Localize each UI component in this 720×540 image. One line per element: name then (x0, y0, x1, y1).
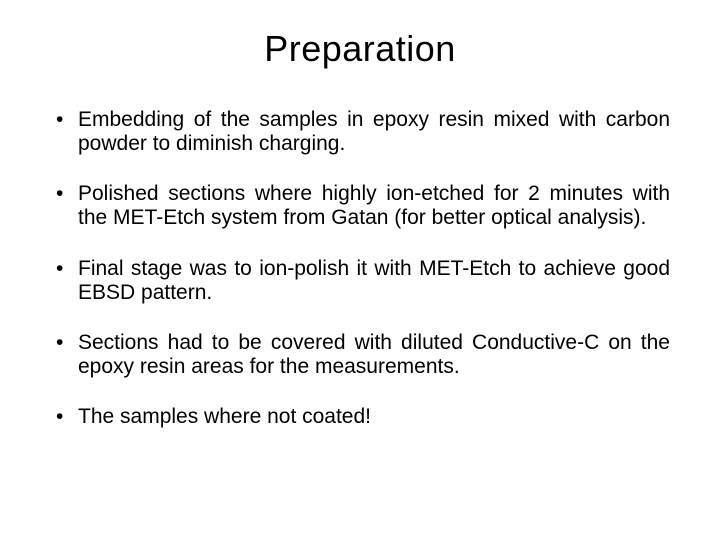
slide: Preparation Embedding of the samples in … (0, 0, 720, 540)
list-item: Final stage was to ion-polish it with ME… (50, 257, 670, 305)
list-item: Polished sections where highly ion-etche… (50, 182, 670, 230)
slide-title: Preparation (50, 28, 670, 70)
list-item: Embedding of the samples in epoxy resin … (50, 108, 670, 156)
list-item: Sections had to be covered with diluted … (50, 331, 670, 379)
bullet-list: Embedding of the samples in epoxy resin … (50, 108, 670, 429)
list-item: The samples where not coated! (50, 405, 670, 429)
